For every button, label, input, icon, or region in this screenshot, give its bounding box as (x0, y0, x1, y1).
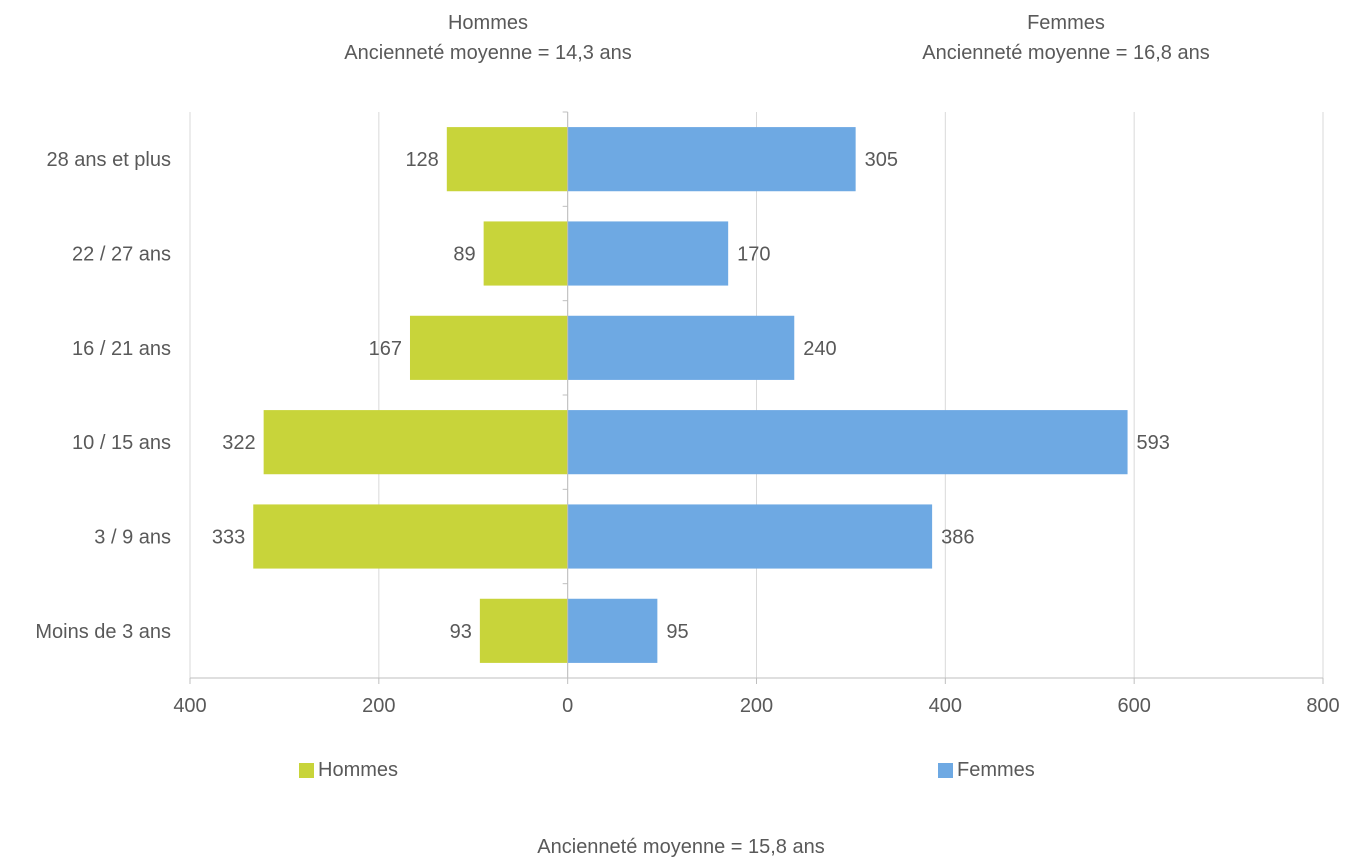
footer-average: Ancienneté moyenne = 15,8 ans (537, 836, 825, 858)
header-men-subtitle: Ancienneté moyenne = 14,3 ans (344, 42, 632, 64)
labels: 400 200 0 200 400 600 800 28 ans et plus 128 305 2… (35, 149, 1339, 717)
category-label: 16 / 21 ans (72, 338, 171, 360)
bar-femmes (567, 127, 856, 192)
bar-femmes (567, 221, 729, 286)
legend-label-femmes: Femmes (957, 759, 1035, 781)
category-label: 3 / 9 ans (94, 527, 171, 549)
legend-item-hommes: Hommes (299, 759, 398, 782)
data-label-hommes: 333 (212, 527, 245, 549)
data-label-hommes: 167 (369, 338, 402, 360)
header-women-title: Femmes (1027, 12, 1105, 34)
data-label-hommes: 93 (450, 621, 472, 643)
data-label-femmes: 170 (737, 244, 770, 266)
data-label-hommes: 128 (405, 149, 438, 171)
category-label: 28 ans et plus (46, 149, 171, 171)
bar-hommes (263, 410, 568, 475)
data-label-femmes: 593 (1137, 432, 1170, 454)
data-label-hommes: 322 (222, 432, 255, 454)
category-label: 10 / 15 ans (72, 432, 171, 454)
gridlines (189, 112, 1324, 678)
header-men: Hommes Ancienneté moyenne = 14,3 ans (278, 8, 698, 68)
bar-hommes (446, 127, 568, 192)
data-label-hommes: 89 (453, 244, 475, 266)
legend-item-femmes: Femmes (938, 759, 1035, 782)
legend-swatch-femmes (938, 763, 953, 778)
bar-femmes (567, 410, 1128, 475)
x-tick-label: 400 (173, 695, 206, 717)
data-label-femmes: 95 (666, 621, 688, 643)
x-tick-label: 800 (1306, 695, 1339, 717)
bars (253, 127, 1128, 663)
category-label: 22 / 27 ans (72, 244, 171, 266)
x-tick-label: 200 (740, 695, 773, 717)
header-women: Femmes Ancienneté moyenne = 16,8 ans (856, 8, 1276, 68)
x-tick-label: 400 (929, 695, 962, 717)
data-label-femmes: 240 (803, 338, 836, 360)
pyramid-chart: 400 200 0 200 400 600 800 28 ans et plus 128 305 2… (35, 111, 1340, 717)
data-label-femmes: 305 (865, 149, 898, 171)
header-men-title: Hommes (447, 12, 528, 34)
bar-hommes (479, 598, 568, 663)
bar-femmes (567, 598, 658, 663)
axes (189, 111, 1324, 684)
bar-hommes (483, 221, 568, 286)
bar-hommes (253, 504, 568, 569)
bar-femmes (567, 504, 933, 569)
x-tick-label: 0 (562, 695, 573, 717)
data-label-femmes: 386 (941, 527, 974, 549)
x-tick-label: 200 (362, 695, 395, 717)
bar-femmes (567, 315, 795, 380)
x-tick-label: 600 (1117, 695, 1150, 717)
bar-hommes (409, 315, 568, 380)
category-label: Moins de 3 ans (35, 621, 171, 643)
legend-label-hommes: Hommes (318, 759, 399, 781)
legend-swatch-hommes (299, 763, 314, 778)
header-women-subtitle: Ancienneté moyenne = 16,8 ans (922, 42, 1210, 64)
